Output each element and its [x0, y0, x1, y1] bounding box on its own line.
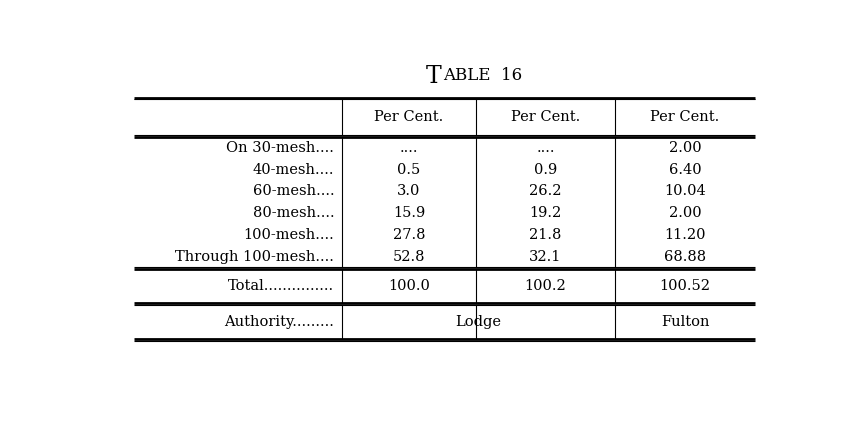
Text: 80-mesh....: 80-mesh....	[252, 206, 334, 220]
Text: 0.5: 0.5	[397, 163, 420, 177]
Text: Lodge: Lodge	[455, 315, 502, 329]
Text: 68.88: 68.88	[664, 250, 706, 264]
Text: 100.0: 100.0	[388, 280, 430, 293]
Text: 27.8: 27.8	[393, 228, 425, 242]
Text: 60-mesh....: 60-mesh....	[252, 184, 334, 198]
Text: 0.9: 0.9	[534, 163, 557, 177]
Text: 19.2: 19.2	[530, 206, 561, 220]
Text: 26.2: 26.2	[530, 184, 561, 198]
Text: 6.40: 6.40	[669, 163, 702, 177]
Text: Authority.........: Authority.........	[225, 315, 334, 329]
Text: 11.20: 11.20	[665, 228, 706, 242]
Text: 10.04: 10.04	[664, 184, 706, 198]
Text: Through 100-mesh....: Through 100-mesh....	[176, 250, 334, 264]
Text: T: T	[425, 65, 441, 88]
Text: Fulton: Fulton	[661, 315, 709, 329]
Text: 3.0: 3.0	[397, 184, 421, 198]
Text: 2.00: 2.00	[669, 206, 702, 220]
Text: On 30-mesh....: On 30-mesh....	[226, 141, 334, 155]
Text: Per Cent.: Per Cent.	[511, 110, 580, 124]
Text: Total...............: Total...............	[228, 280, 334, 293]
Text: ....: ....	[536, 141, 554, 155]
Text: ....: ....	[400, 141, 418, 155]
Text: 100.52: 100.52	[660, 280, 710, 293]
Text: 100-mesh....: 100-mesh....	[244, 228, 334, 242]
Text: 2.00: 2.00	[669, 141, 702, 155]
Text: 100.2: 100.2	[524, 280, 567, 293]
Text: 52.8: 52.8	[393, 250, 425, 264]
Text: 32.1: 32.1	[530, 250, 561, 264]
Text: Per Cent.: Per Cent.	[375, 110, 443, 124]
Text: Per Cent.: Per Cent.	[650, 110, 720, 124]
Text: 40-mesh....: 40-mesh....	[252, 163, 334, 177]
Text: 15.9: 15.9	[393, 206, 425, 220]
Text: 21.8: 21.8	[530, 228, 561, 242]
Text: ABLE  16: ABLE 16	[443, 67, 522, 84]
